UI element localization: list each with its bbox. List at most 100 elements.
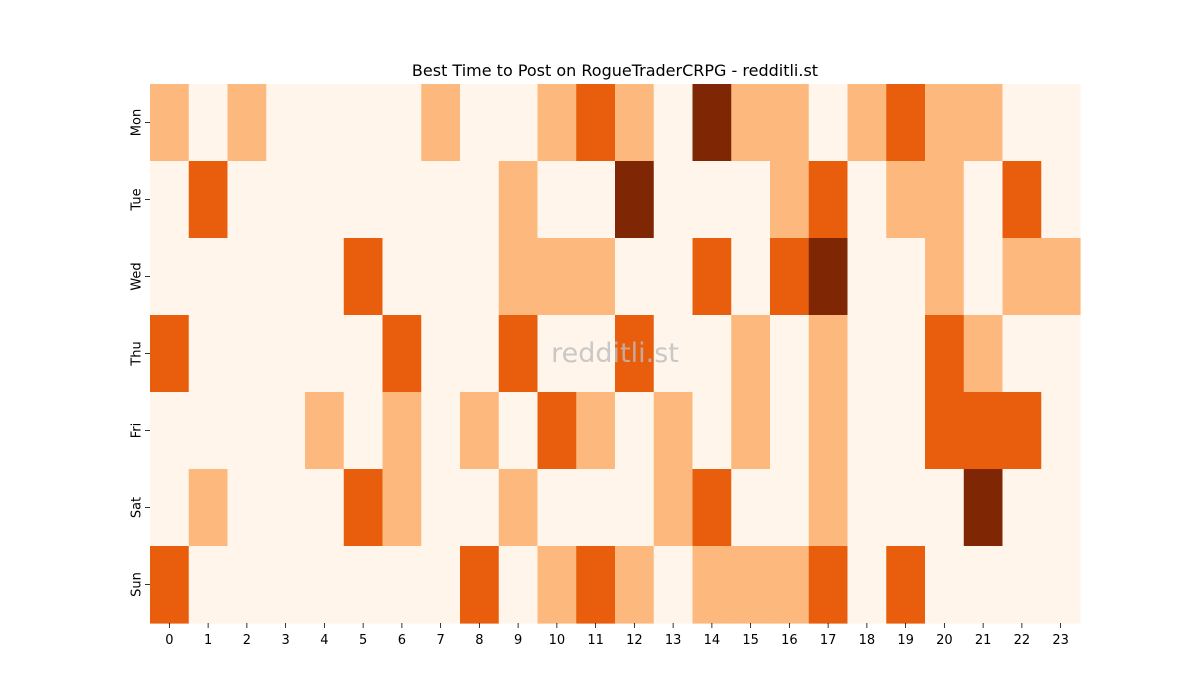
- x-tick-label: 11: [587, 633, 604, 648]
- heatmap-cell: [305, 315, 345, 393]
- heatmap-cell: [886, 238, 926, 316]
- x-tick-label: 16: [781, 633, 798, 648]
- x-tick-label: 5: [359, 633, 367, 648]
- heatmap-cell: [498, 469, 539, 547]
- heatmap-cell: [886, 161, 926, 239]
- heatmap-cell: [460, 546, 500, 624]
- heatmap-cell: [808, 84, 849, 162]
- heatmap-cell: [188, 84, 229, 162]
- heatmap-cell: [925, 315, 965, 393]
- y-tick-label: Fri: [130, 423, 145, 439]
- heatmap-cell: [382, 238, 422, 316]
- heatmap-cell: [731, 161, 771, 239]
- heatmap-cell: [615, 469, 655, 547]
- heatmap-cell: [925, 84, 965, 162]
- x-tick-label: 18: [859, 633, 876, 648]
- heatmap-cell: [498, 315, 539, 393]
- heatmap-cell: [576, 238, 616, 316]
- heatmap-cell: [963, 238, 1004, 316]
- heatmap-cell: [847, 161, 887, 239]
- heatmap-cell: [653, 546, 694, 624]
- heatmap-cell: [150, 546, 190, 624]
- heatmap-cell: [227, 161, 267, 239]
- heatmap-cell: [305, 392, 345, 470]
- heatmap-cell: [576, 161, 616, 239]
- x-tick-label: 22: [1014, 633, 1031, 648]
- heatmap-cell: [692, 315, 732, 393]
- heatmap-cell: [421, 161, 461, 239]
- heatmap-cell: [188, 392, 229, 470]
- heatmap-cell: [1002, 546, 1042, 624]
- heatmap-cell: [266, 315, 306, 393]
- heatmap-cell: [150, 392, 190, 470]
- heatmap-cell: [1002, 238, 1042, 316]
- heatmap-cell: [305, 84, 345, 162]
- heatmap-cell: [382, 392, 422, 470]
- heatmap-cell: [653, 315, 694, 393]
- heatmap-cell: [731, 238, 771, 316]
- heatmap-cell: [770, 315, 810, 393]
- heatmap-cell: [343, 469, 384, 547]
- heatmap-cell: [227, 469, 267, 547]
- x-tick-label: 17: [820, 633, 837, 648]
- heatmap-cell: [692, 546, 732, 624]
- x-tick-label: 2: [243, 633, 251, 648]
- heatmap-cell: [1002, 84, 1042, 162]
- heatmap-cells: [150, 84, 1081, 624]
- heatmap-cell: [150, 469, 190, 547]
- heatmap-cell: [808, 392, 849, 470]
- heatmap-cell: [731, 84, 771, 162]
- heatmap-cell: [576, 546, 616, 624]
- heatmap-cell: [1002, 315, 1042, 393]
- x-tick-label: 0: [165, 633, 173, 648]
- heatmap-cell: [925, 392, 965, 470]
- heatmap-cell: [1041, 546, 1081, 624]
- heatmap-cell: [692, 469, 732, 547]
- heatmap-cell: [188, 546, 229, 624]
- heatmap-cell: [576, 315, 616, 393]
- heatmap-cell: [343, 315, 384, 393]
- heatmap-cell: [343, 392, 384, 470]
- heatmap-cell: [498, 238, 539, 316]
- heatmap-cell: [460, 238, 500, 316]
- heatmap-cell: [460, 469, 500, 547]
- heatmap-cell: [731, 546, 771, 624]
- x-tick-label: 12: [626, 633, 643, 648]
- heatmap-cell: [770, 392, 810, 470]
- heatmap-cell: [963, 469, 1004, 547]
- heatmap-cell: [963, 84, 1004, 162]
- x-tick-label: 15: [742, 633, 759, 648]
- heatmap-cell: [537, 546, 577, 624]
- heatmap-cell: [188, 238, 229, 316]
- heatmap-cell: [305, 238, 345, 316]
- heatmap-cell: [188, 161, 229, 239]
- heatmap-cell: [498, 161, 539, 239]
- chart-title: Best Time to Post on RogueTraderCRPG - r…: [412, 61, 818, 80]
- y-tick-label: Mon: [130, 109, 145, 136]
- heatmap-cell: [266, 238, 306, 316]
- heatmap-cell: [227, 315, 267, 393]
- heatmap-cell: [886, 546, 926, 624]
- heatmap-cell: [498, 392, 539, 470]
- heatmap-cell: [460, 161, 500, 239]
- x-tick-label: 23: [1052, 633, 1069, 648]
- heatmap-cell: [343, 238, 384, 316]
- heatmap-cell: [343, 161, 384, 239]
- heatmap-cell: [615, 315, 655, 393]
- heatmap-cell: [576, 84, 616, 162]
- heatmap-cell: [615, 238, 655, 316]
- heatmap-cell: [576, 392, 616, 470]
- heatmap-cell: [150, 161, 190, 239]
- heatmap-cell: [150, 238, 190, 316]
- x-tick-label: 10: [549, 633, 566, 648]
- heatmap-cell: [576, 469, 616, 547]
- heatmap-cell: [1041, 84, 1081, 162]
- heatmap-cell: [847, 238, 887, 316]
- heatmap-cell: [615, 161, 655, 239]
- heatmap-cell: [847, 84, 887, 162]
- heatmap-cell: [653, 469, 694, 547]
- heatmap-cell: [886, 469, 926, 547]
- heatmap-cell: [537, 238, 577, 316]
- heatmap-cell: [963, 315, 1004, 393]
- heatmap-cell: [886, 392, 926, 470]
